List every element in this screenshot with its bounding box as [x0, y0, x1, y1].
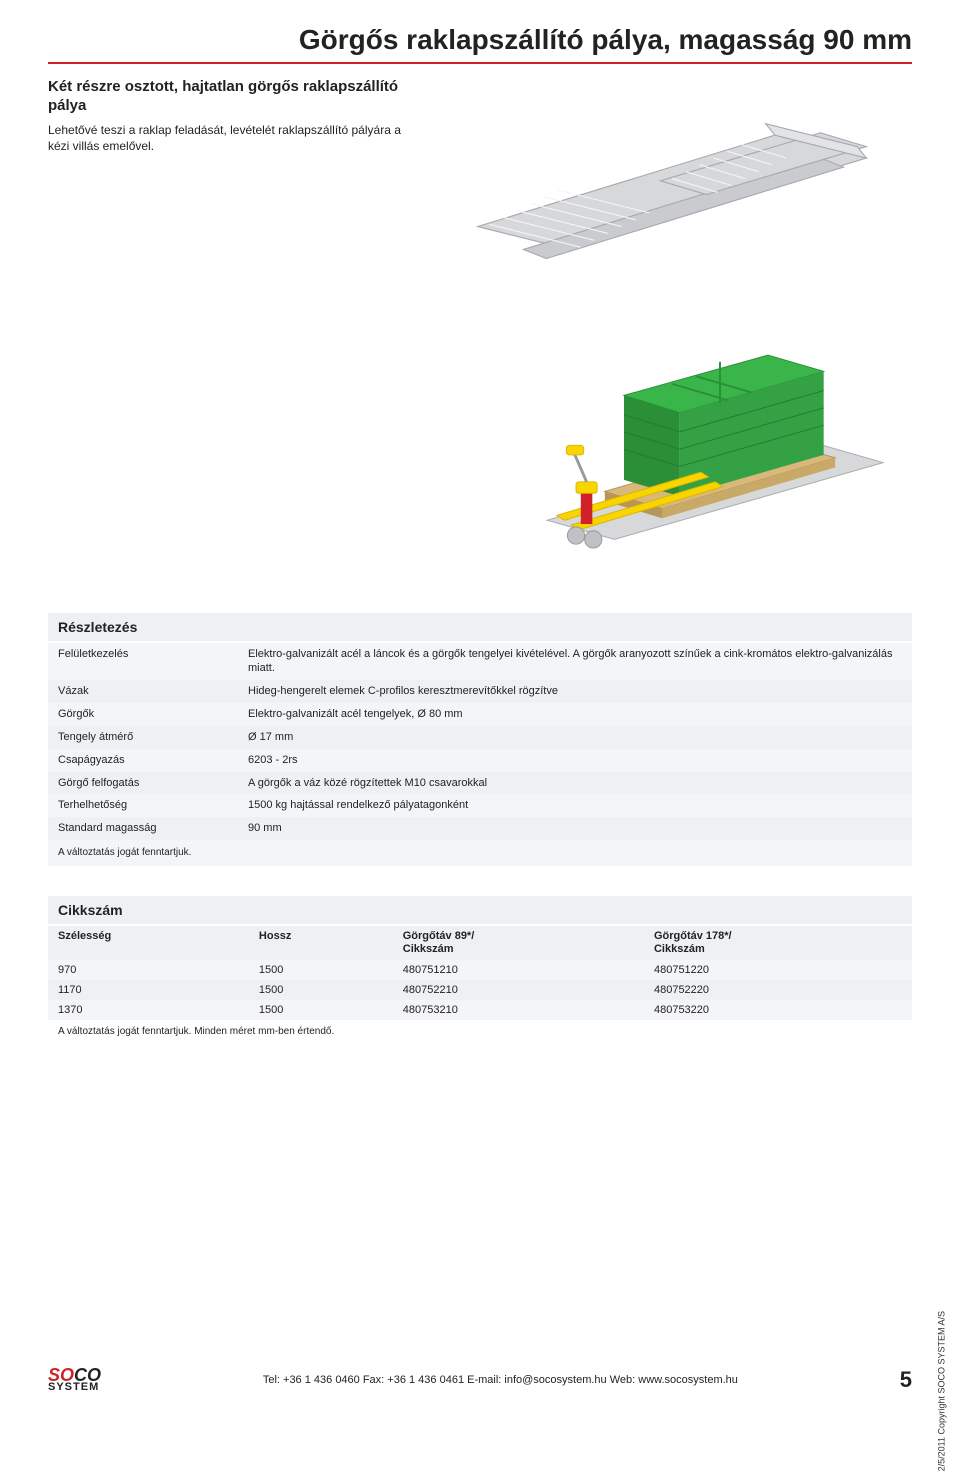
- spec-row: Terhelhetőség1500 kg hajtással rendelkez…: [48, 794, 912, 817]
- col-length: Hossz: [249, 926, 393, 960]
- page-number: 5: [900, 1367, 912, 1393]
- spec-row: Csapágyazás6203 - 2rs: [48, 749, 912, 772]
- col-width: Szélesség: [48, 926, 249, 960]
- side-copyright: 2/5/2011 Copyright SOCO SYSTEM A/S: [936, 1311, 946, 1471]
- articles-section-title: Cikkszám: [48, 896, 912, 924]
- col-pitch178-line1: Görgőtáv 178*/: [654, 930, 732, 942]
- cell-length: 1500: [249, 980, 393, 1000]
- article-row: 1370 1500 480753210 480753220: [48, 1000, 912, 1020]
- spec-value: Elektro-galvanizált acél tengelyek, Ø 80…: [238, 703, 912, 726]
- cell-p178: 480752220: [644, 980, 912, 1000]
- page-footer: SOCO SYSTEM Tel: +36 1 436 0460 Fax: +36…: [48, 1367, 912, 1393]
- specs-note-row: A változtatás jogát fenntartjuk.: [48, 840, 912, 866]
- spec-label: Vázak: [48, 680, 238, 703]
- spec-row: Görgő felfogatásA görgők a váz közé rögz…: [48, 772, 912, 795]
- intro-heading: Két részre osztott, hajtatlan görgős rak…: [48, 78, 408, 116]
- cell-width: 970: [48, 960, 249, 980]
- spec-row: FelületkezelésElektro-galvanizált acél a…: [48, 643, 912, 681]
- spec-label: Görgő felfogatás: [48, 772, 238, 795]
- intro-row: Két részre osztott, hajtatlan görgős rak…: [48, 78, 912, 289]
- col-pitch89-line1: Görgőtáv 89*/: [403, 930, 475, 942]
- cell-width: 1170: [48, 980, 249, 1000]
- spec-value: Ø 17 mm: [238, 726, 912, 749]
- articles-note: A változtatás jogát fenntartjuk. Minden …: [48, 1020, 912, 1043]
- col-pitch89: Görgőtáv 89*/ Cikkszám: [393, 926, 644, 960]
- cell-p89: 480751210: [393, 960, 644, 980]
- conveyor-svg: [432, 78, 912, 284]
- articles-table: Szélesség Hossz Görgőtáv 89*/ Cikkszám G…: [48, 926, 912, 1020]
- article-row: 970 1500 480751210 480751220: [48, 960, 912, 980]
- spec-value: 1500 kg hajtással rendelkező pályatagonk…: [238, 794, 912, 817]
- articles-header-row: Szélesség Hossz Görgőtáv 89*/ Cikkszám G…: [48, 926, 912, 960]
- specs-table: FelületkezelésElektro-galvanizált acél a…: [48, 643, 912, 866]
- soco-logo: SOCO SYSTEM: [48, 1367, 101, 1393]
- logo-system: SYSTEM: [48, 1383, 101, 1393]
- spec-label: Tengely átmérő: [48, 726, 238, 749]
- footer-contact: Tel: +36 1 436 0460 Fax: +36 1 436 0461 …: [119, 1374, 882, 1386]
- spec-row: Tengely átmérőØ 17 mm: [48, 726, 912, 749]
- conveyor-illustration: [432, 78, 912, 289]
- cell-width: 1370: [48, 1000, 249, 1020]
- cell-p89: 480752210: [393, 980, 644, 1000]
- pallet-illustration-wrap: [48, 309, 912, 583]
- spec-value: Elektro-galvanizált acél a láncok és a g…: [238, 643, 912, 681]
- intro-text: Két részre osztott, hajtatlan görgős rak…: [48, 78, 408, 289]
- article-row: 1170 1500 480752210 480752220: [48, 980, 912, 1000]
- cell-length: 1500: [249, 1000, 393, 1020]
- spec-label: Felületkezelés: [48, 643, 238, 681]
- spec-row: Standard magasság90 mm: [48, 817, 912, 840]
- specs-section-title: Részletezés: [48, 613, 912, 641]
- cell-length: 1500: [249, 960, 393, 980]
- intro-body: Lehetővé teszi a raklap feladását, levét…: [48, 122, 408, 154]
- col-pitch89-line2: Cikkszám: [403, 943, 454, 955]
- cell-p178: 480751220: [644, 960, 912, 980]
- col-pitch178: Görgőtáv 178*/ Cikkszám: [644, 926, 912, 960]
- spec-label: Standard magasság: [48, 817, 238, 840]
- spec-value: Hideg-hengerelt elemek C-profilos keresz…: [238, 680, 912, 703]
- pallet-svg: [432, 309, 912, 578]
- spec-value: 90 mm: [238, 817, 912, 840]
- cell-p89: 480753210: [393, 1000, 644, 1020]
- spec-value: 6203 - 2rs: [238, 749, 912, 772]
- col-pitch178-line2: Cikkszám: [654, 943, 705, 955]
- spec-label: Csapágyazás: [48, 749, 238, 772]
- spec-label: Terhelhetőség: [48, 794, 238, 817]
- specs-note: A változtatás jogát fenntartjuk.: [48, 840, 912, 866]
- spec-row: GörgőkElektro-galvanizált acél tengelyek…: [48, 703, 912, 726]
- spec-value: A görgők a váz közé rögzítettek M10 csav…: [238, 772, 912, 795]
- cell-p178: 480753220: [644, 1000, 912, 1020]
- spec-label: Görgők: [48, 703, 238, 726]
- spec-row: VázakHideg-hengerelt elemek C-profilos k…: [48, 680, 912, 703]
- page-title: Görgős raklapszállító pálya, magasság 90…: [48, 24, 912, 64]
